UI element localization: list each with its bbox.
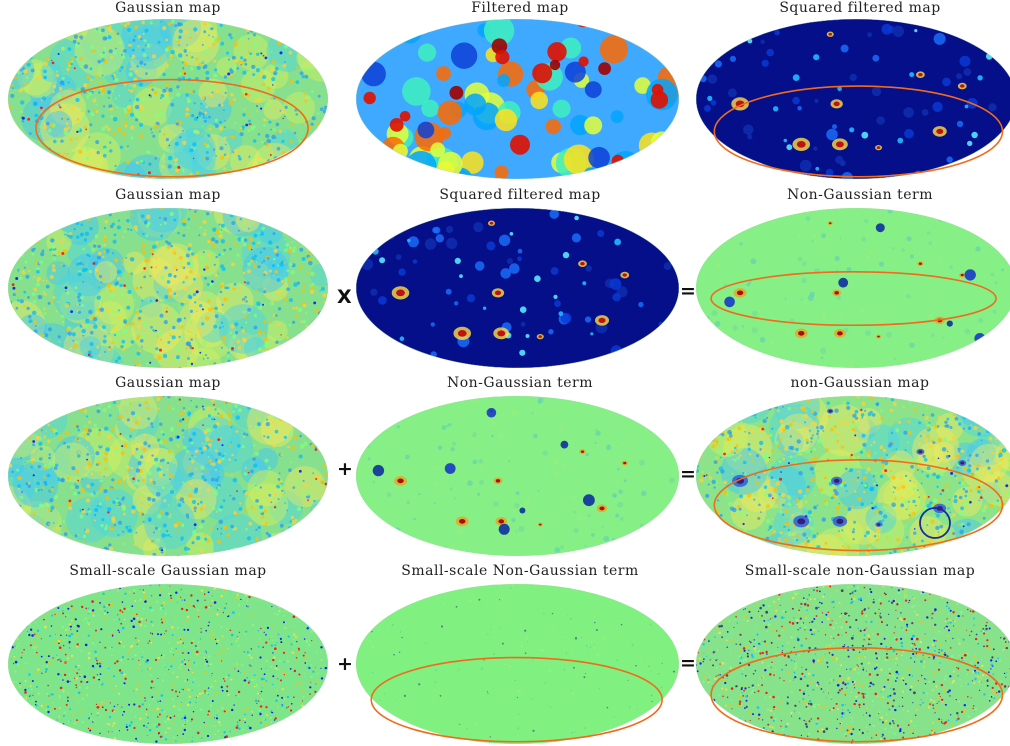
small-scale-non-gaussian-map xyxy=(696,584,1010,744)
panel-title-non-gaussian-map: non-Gaussian map xyxy=(790,375,930,391)
panel-title-gaussian-map-r3: Gaussian map xyxy=(115,375,221,391)
region-ellipse xyxy=(370,656,663,743)
equals-operator-r2: = xyxy=(680,280,696,302)
non-gaussian-term-r2 xyxy=(696,208,1010,368)
plus-operator-r4: + xyxy=(337,653,353,675)
panel-title-non-gaussian-term-r3: Non-Gaussian term xyxy=(446,375,593,391)
region-ellipse xyxy=(713,85,1004,178)
gaussian-map-r2 xyxy=(8,208,328,368)
small-scale-gaussian-map xyxy=(8,584,328,744)
multiply-operator: X xyxy=(337,286,352,308)
filtered-map xyxy=(356,19,679,179)
non-gaussian-map xyxy=(696,396,1010,556)
equals-operator-r4: = xyxy=(680,652,696,674)
gaussian-map-r3 xyxy=(8,396,328,556)
region-ellipse xyxy=(710,271,997,327)
panel-title-small-scale-gaussian-map: Small-scale Gaussian map xyxy=(69,563,267,579)
panel-title-gaussian-map-r2: Gaussian map xyxy=(115,187,221,203)
panel-title-squared-filtered-map-r2: Squared filtered map xyxy=(439,187,601,203)
non-gaussian-term-r3 xyxy=(356,396,679,556)
region-ellipse xyxy=(710,647,1004,743)
gaussian-map-r1 xyxy=(8,19,328,179)
panel-title-gaussian-map-r1: Gaussian map xyxy=(115,0,221,16)
spot-circle xyxy=(919,507,951,539)
squared-filtered-map-r2 xyxy=(356,208,679,368)
panel-title-small-scale-non-gaussian-map: Small-scale non-Gaussian map xyxy=(744,563,976,579)
small-scale-non-gaussian-term xyxy=(356,584,679,744)
squared-filtered-map-r1 xyxy=(696,19,1010,179)
panel-title-filtered-map: Filtered map xyxy=(471,0,569,16)
region-ellipse xyxy=(35,78,309,178)
equals-operator-r3: = xyxy=(680,463,696,485)
panel-title-small-scale-non-gaussian-term: Small-scale Non-Gaussian term xyxy=(401,563,639,579)
plus-operator-r3: + xyxy=(337,458,353,480)
panel-title-squared-filtered-map-r1: Squared filtered map xyxy=(779,0,941,16)
panel-title-non-gaussian-term-r2: Non-Gaussian term xyxy=(786,187,933,203)
region-ellipse xyxy=(713,459,1004,552)
